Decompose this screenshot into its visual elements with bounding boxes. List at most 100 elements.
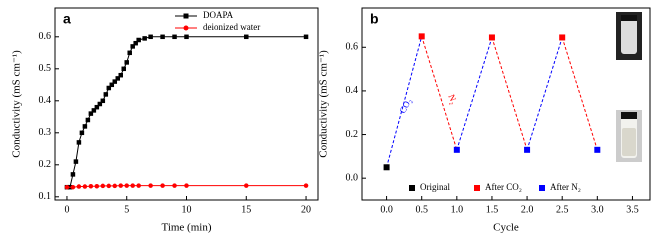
marker — [94, 183, 100, 189]
y-tick-label: 0.4 — [346, 85, 359, 96]
y-tick-label: 0.6 — [346, 42, 359, 53]
legend-marker — [539, 185, 545, 191]
y-tick-label: 0.5 — [39, 63, 52, 74]
marker — [82, 124, 88, 129]
marker — [303, 183, 309, 188]
marker — [383, 164, 390, 171]
marker — [124, 60, 129, 65]
x-tick-label: 15 — [241, 204, 251, 215]
marker — [70, 184, 76, 190]
marker — [94, 104, 100, 110]
marker — [97, 101, 103, 107]
marker — [115, 76, 121, 81]
x-tick-label: 3.0 — [591, 204, 604, 215]
panel-label: a — [63, 11, 71, 27]
marker — [184, 183, 189, 188]
marker — [524, 146, 531, 153]
marker — [118, 72, 123, 78]
marker — [136, 37, 141, 43]
marker — [118, 183, 123, 188]
legend-label: DOAPA — [203, 10, 234, 20]
y-tick-label: 0.1 — [39, 191, 52, 202]
marker — [112, 183, 118, 189]
marker — [112, 79, 118, 84]
x-tick-label: 5 — [124, 204, 129, 215]
marker — [184, 34, 189, 40]
connector — [491, 37, 528, 150]
marker — [124, 183, 129, 188]
marker — [244, 183, 249, 188]
marker — [160, 34, 165, 40]
marker — [453, 146, 460, 153]
series-line — [66, 36, 307, 188]
y-tick-label: 0.3 — [39, 127, 52, 138]
marker — [73, 159, 79, 164]
vial-bottom — [616, 110, 642, 162]
connector — [386, 36, 423, 168]
marker — [559, 34, 566, 41]
marker — [160, 183, 165, 188]
y-tick-label: 0.6 — [39, 31, 52, 42]
marker — [106, 183, 112, 189]
figure: 0 5 10 15 20 0.1 0.2 0.3 0.4 0.5 0.6 Time (min) Cond… — [11, 7, 651, 234]
x-tick-label: 0.0 — [380, 204, 393, 215]
marker — [64, 184, 70, 190]
marker — [82, 184, 88, 189]
x-axis-title: Time (min) — [161, 222, 211, 234]
y-tick-label: 0.2 — [39, 159, 52, 170]
marker — [85, 117, 91, 123]
legend-marker — [409, 185, 415, 191]
marker — [148, 34, 153, 40]
marker — [79, 130, 85, 136]
marker — [136, 183, 141, 188]
annotation: CO₂ — [397, 96, 413, 115]
marker — [127, 50, 132, 56]
legend-label: After CO₂ — [485, 182, 522, 192]
marker — [244, 34, 249, 40]
x-tick-label: 1.0 — [451, 204, 464, 215]
marker — [172, 34, 177, 40]
legend-label: After N₂ — [550, 182, 581, 192]
panel-label: b — [370, 11, 379, 27]
marker — [76, 140, 82, 145]
y-axis-title: Conductivity (mS cm⁻¹) — [11, 50, 23, 158]
connector — [456, 37, 493, 150]
marker — [106, 85, 112, 91]
vial-top — [616, 12, 642, 60]
legend-label: deionized water — [203, 22, 260, 32]
x-tick-label: 0 — [64, 204, 69, 215]
y-tick-label: 0.2 — [346, 129, 359, 140]
marker — [100, 183, 106, 189]
marker — [130, 44, 135, 49]
marker — [172, 183, 177, 188]
x-tick-label: 2.5 — [556, 204, 569, 215]
x-tick-label: 1.5 — [486, 204, 499, 215]
connector — [421, 36, 458, 150]
plot-frame — [361, 7, 651, 201]
marker — [142, 36, 147, 41]
legend-marker — [474, 185, 480, 191]
legend-marker — [183, 13, 189, 19]
x-tick-label: 3.5 — [626, 204, 639, 215]
y-tick-label: 0.0 — [346, 172, 359, 183]
marker — [303, 34, 309, 40]
x-tick-label: 20 — [301, 204, 311, 215]
marker — [109, 82, 115, 88]
marker — [91, 108, 97, 113]
y-tick-label: 0.4 — [39, 95, 52, 106]
x-tick-label: 2.0 — [521, 204, 534, 215]
x-tick-label: 0.5 — [415, 204, 428, 215]
connector — [561, 37, 598, 150]
marker — [121, 66, 126, 72]
connector — [526, 37, 563, 150]
marker — [133, 40, 138, 46]
x-tick-label: 10 — [182, 204, 192, 215]
marker — [88, 183, 94, 189]
marker — [130, 183, 135, 188]
marker — [103, 92, 109, 97]
annotation: N₂ — [446, 93, 459, 106]
y-axis-title: Conductivity (mS cm⁻¹) — [318, 50, 330, 158]
marker — [488, 34, 495, 41]
x-axis-title: Cycle — [493, 222, 519, 234]
marker — [594, 146, 601, 153]
